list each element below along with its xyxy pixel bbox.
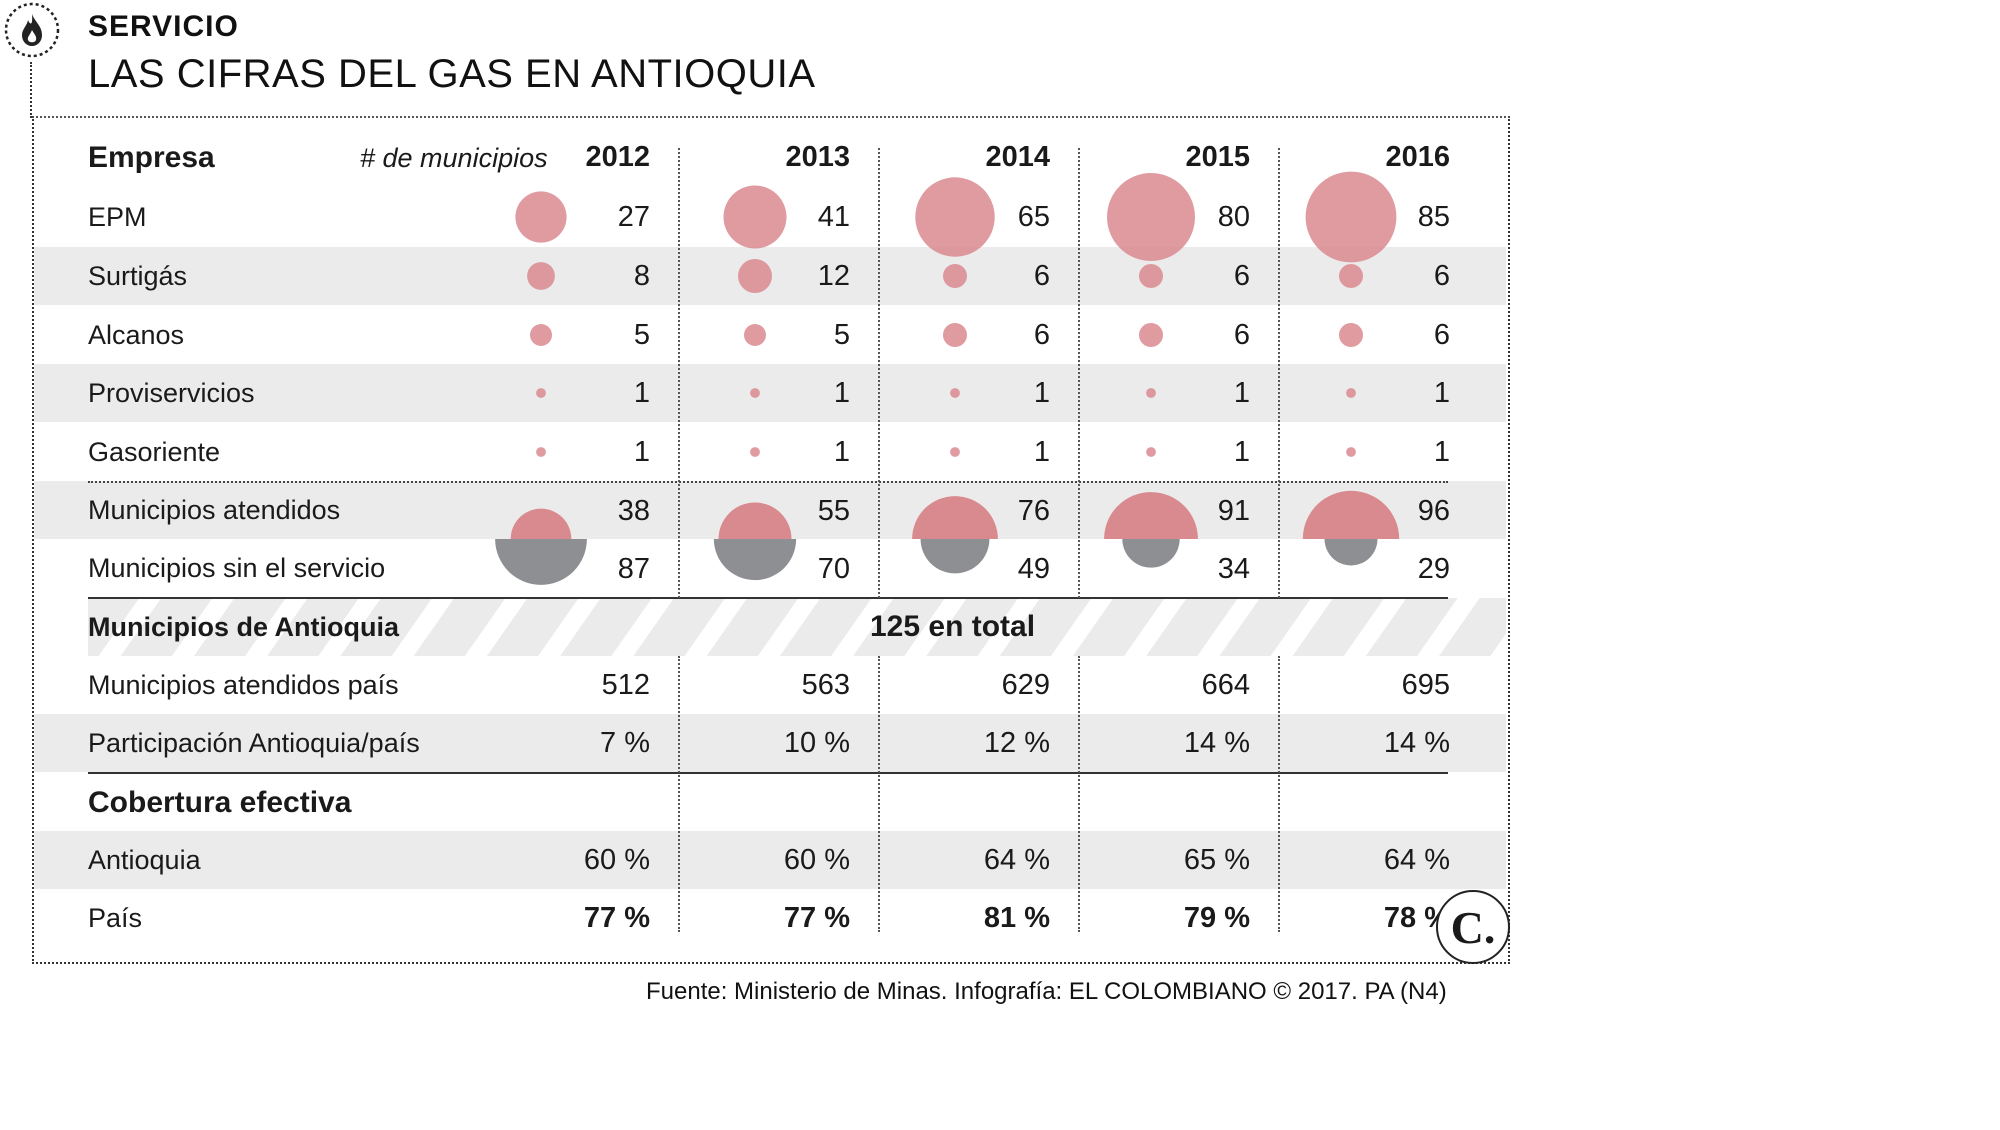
- country-served-value: 695: [1401, 669, 1450, 701]
- coverage-value: 64 %: [983, 844, 1050, 876]
- coverage-label: Antioquia: [88, 845, 201, 875]
- company-label: Gasoriente: [88, 437, 221, 467]
- separator-line: [88, 597, 1448, 599]
- company-label: EPM: [88, 202, 147, 232]
- antioquia-total-label: Municipios de Antioquia: [88, 612, 399, 642]
- column-divider: [1278, 148, 1280, 598]
- share-value: 12 %: [983, 727, 1050, 759]
- unserved-label: Municipios sin el servicio: [88, 553, 386, 583]
- coverage-value: 60 %: [583, 844, 650, 876]
- coverage-value: 65 %: [1183, 844, 1250, 876]
- header-municipios: # de municipios: [360, 143, 548, 173]
- column-divider: [678, 656, 680, 932]
- coverage-value: 78 %: [1383, 902, 1450, 934]
- source-credit: Fuente: Ministerio de Minas. Infografía:…: [646, 978, 1447, 1005]
- flame-logo-icon: [4, 2, 60, 58]
- company-label: Proviservicios: [88, 378, 255, 408]
- company-label: Surtigás: [88, 261, 188, 291]
- country-served-value: 664: [1201, 669, 1250, 701]
- antioquia-total-value: 125 en total: [870, 610, 1036, 643]
- coverage-value: 60 %: [783, 844, 850, 876]
- share-value: 7 %: [600, 727, 650, 759]
- header-year: 2015: [1185, 141, 1250, 173]
- coverage-label: País: [88, 903, 143, 933]
- coverage-value: 79 %: [1183, 902, 1250, 934]
- column-divider: [1078, 656, 1080, 932]
- country-served-value: 629: [1001, 669, 1050, 701]
- served-label: Municipios atendidos: [88, 495, 341, 525]
- frame-connector: [30, 62, 32, 118]
- hatched-band: [88, 598, 1506, 656]
- el-colombiano-logo: C.: [1436, 890, 1510, 964]
- share-value: 14 %: [1383, 727, 1450, 759]
- row-band: [34, 831, 1506, 889]
- coverage-value: 64 %: [1383, 844, 1450, 876]
- column-divider: [1278, 656, 1280, 932]
- share-label: Participación Antioquia/país: [88, 728, 420, 758]
- header-year: 2012: [585, 141, 650, 173]
- column-divider: [1078, 148, 1080, 598]
- header-year: 2014: [985, 141, 1050, 173]
- page-title: LAS CIFRAS DEL GAS EN ANTIOQUIA: [88, 52, 816, 96]
- table-frame: [32, 116, 1510, 964]
- header-year: 2013: [785, 141, 850, 173]
- column-divider: [878, 148, 880, 598]
- separator-line: [88, 481, 1448, 483]
- row-band: [34, 247, 1506, 305]
- country-served-label: Municipios atendidos país: [88, 670, 399, 700]
- column-divider: [878, 656, 880, 932]
- coverage-heading: Cobertura efectiva: [88, 786, 352, 819]
- row-band: [34, 714, 1506, 772]
- section-label: SERVICIO: [88, 10, 239, 43]
- coverage-value: 77 %: [783, 902, 850, 934]
- country-served-value: 563: [801, 669, 850, 701]
- column-divider: [678, 148, 680, 598]
- row-band: [34, 364, 1506, 422]
- company-label: Alcanos: [88, 320, 185, 350]
- header-year: 2016: [1385, 141, 1450, 173]
- share-value: 10 %: [783, 727, 850, 759]
- share-value: 14 %: [1183, 727, 1250, 759]
- coverage-value: 81 %: [983, 902, 1050, 934]
- coverage-value: 77 %: [583, 902, 650, 934]
- country-served-value: 512: [601, 669, 650, 701]
- separator-line: [88, 772, 1448, 774]
- header-company: Empresa: [88, 141, 215, 174]
